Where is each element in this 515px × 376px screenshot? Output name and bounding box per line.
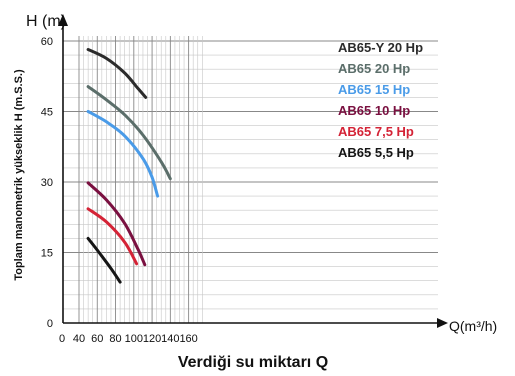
series-line-ab65-7-5-hp — [86, 207, 139, 266]
x-tick-label: 140 — [161, 333, 179, 345]
series-line-ab65-20-hp — [86, 85, 172, 181]
legend: AB65-Y 20 Hp AB65 20 Hp AB65 15 Hp AB65 10 … — [338, 40, 423, 160]
y-tick-label: 0 — [47, 318, 53, 330]
axes — [58, 14, 448, 328]
series-line-ab65-5-5-hp — [86, 236, 122, 284]
y-axis-title: Toplam manometrik yükseklik H (m.S.S.) — [13, 69, 25, 281]
y-tick-label: 15 — [41, 248, 53, 260]
x-tick-label: 40 — [73, 333, 85, 345]
legend-entry: AB65 5,5 Hp — [338, 145, 414, 160]
series-lines — [86, 48, 172, 284]
x-tick-label: 60 — [91, 333, 103, 345]
series-line-ab65-15-hp — [86, 110, 160, 198]
legend-entry: AB65 20 Hp — [338, 61, 410, 76]
x-tick-label: 80 — [109, 333, 121, 345]
legend-entry: AB65-Y 20 Hp — [338, 40, 423, 55]
x-tick-label: 100 — [125, 333, 143, 345]
tick-labels: 0 40 60 80 100 120 140 160 0 15 30 45 60 — [41, 36, 198, 345]
legend-entry: AB65 10 Hp — [338, 103, 410, 118]
x-axis-title: Verdiği su miktarı Q — [178, 354, 328, 371]
y-tick-label: 60 — [41, 36, 53, 48]
x-tick-label: 120 — [143, 333, 161, 345]
y-axis-arrow-icon — [58, 14, 68, 26]
x-axis-arrow-icon — [437, 318, 448, 328]
grid — [63, 36, 438, 323]
x-tick-label: 0 — [59, 333, 65, 345]
legend-entry: AB65 15 Hp — [338, 82, 410, 97]
legend-entry: AB65 7,5 Hp — [338, 124, 414, 139]
series-line-ab65-10-hp — [86, 181, 147, 267]
x-axis-short-label: Q(m³/h) — [449, 318, 497, 334]
series-line-ab65-y-20-hp — [86, 48, 148, 99]
y-tick-label: 45 — [41, 107, 53, 119]
y-tick-label: 30 — [41, 177, 53, 189]
x-tick-label: 160 — [179, 333, 197, 345]
y-axis-short-label: H (m) — [26, 13, 66, 30]
